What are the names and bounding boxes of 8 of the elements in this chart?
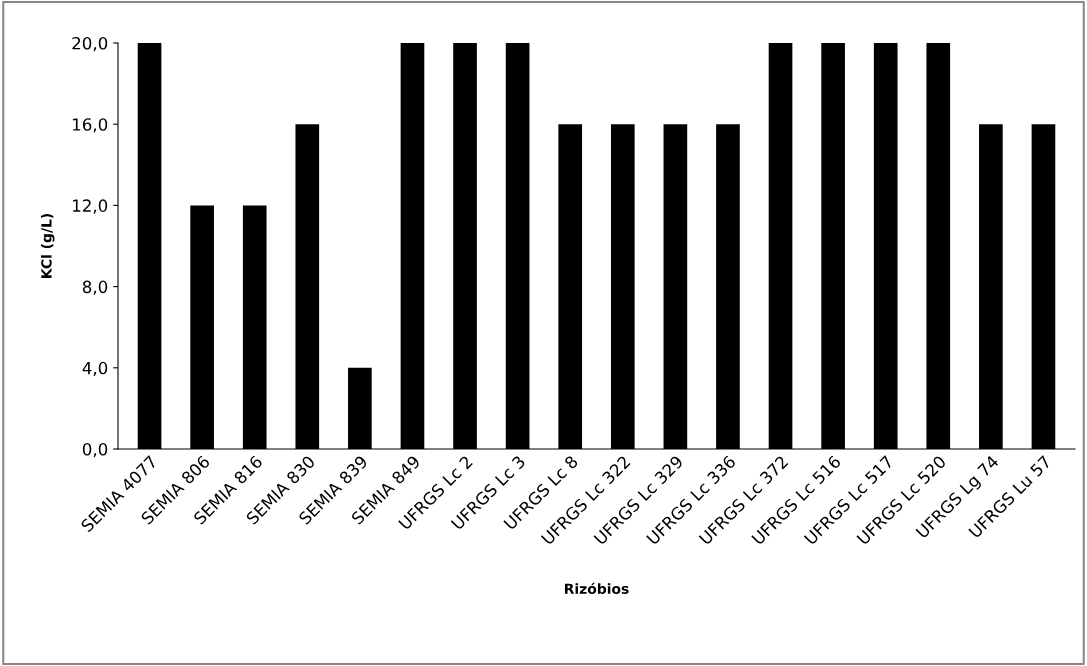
y-tick-label: 0,0	[82, 442, 108, 458]
y-tick-label: 20,0	[72, 36, 108, 52]
y-axis-title: KCl (g/L)	[40, 213, 55, 278]
y-tick-label: 12,0	[73, 199, 108, 214]
x-axis-title: Rizóbios	[564, 582, 629, 594]
y-tick-label: 8,0	[82, 280, 108, 295]
y-tick-label: 16,0	[73, 118, 108, 133]
y-tick-label: 4,0	[82, 361, 108, 377]
